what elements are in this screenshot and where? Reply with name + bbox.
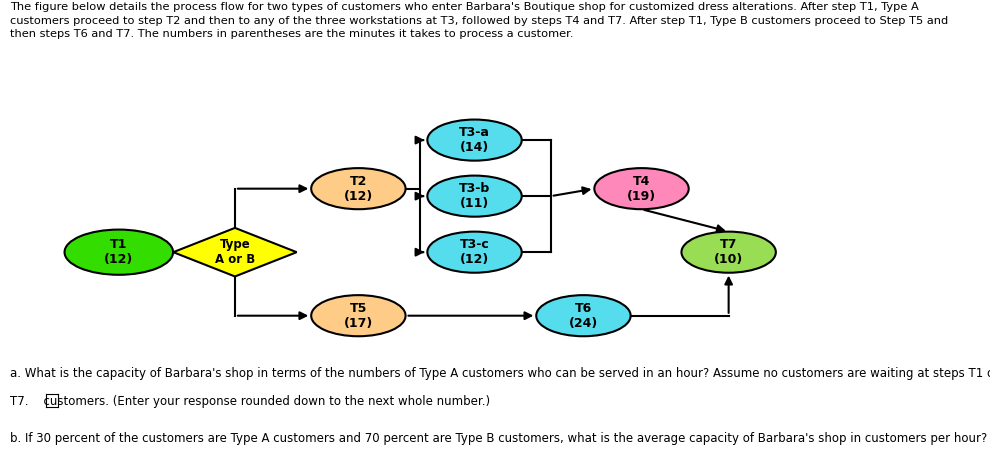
Text: T3-a
(14): T3-a (14) [459,126,490,154]
Text: T6
(24): T6 (24) [569,302,598,330]
Text: T2
(12): T2 (12) [344,175,373,203]
Text: T5
(17): T5 (17) [344,302,373,330]
Text: T4
(19): T4 (19) [627,175,656,203]
Text: T1
(12): T1 (12) [104,238,134,266]
Text: Type
A or B: Type A or B [215,238,255,266]
Text: The figure below details the process flow for two types of customers who enter B: The figure below details the process flo… [10,2,948,39]
Ellipse shape [428,232,522,273]
Text: b. If 30 percent of the customers are Type A customers and 70 percent are Type B: b. If 30 percent of the customers are Ty… [10,432,987,445]
Polygon shape [173,228,297,276]
Ellipse shape [537,295,631,336]
Text: T3-b
(11): T3-b (11) [459,182,490,210]
Ellipse shape [64,230,173,275]
Ellipse shape [428,176,522,217]
Text: T7.    customers. (Enter your response rounded down to the next whole number.): T7. customers. (Enter your response roun… [10,395,490,408]
Ellipse shape [428,120,522,161]
Ellipse shape [311,295,406,336]
Ellipse shape [311,168,406,209]
Text: a. What is the capacity of Barbara's shop in terms of the numbers of Type A cust: a. What is the capacity of Barbara's sho… [10,367,990,380]
Ellipse shape [594,168,689,209]
Text: T7
(10): T7 (10) [714,238,743,266]
Text: T3-c
(12): T3-c (12) [459,238,489,266]
Ellipse shape [681,232,776,273]
